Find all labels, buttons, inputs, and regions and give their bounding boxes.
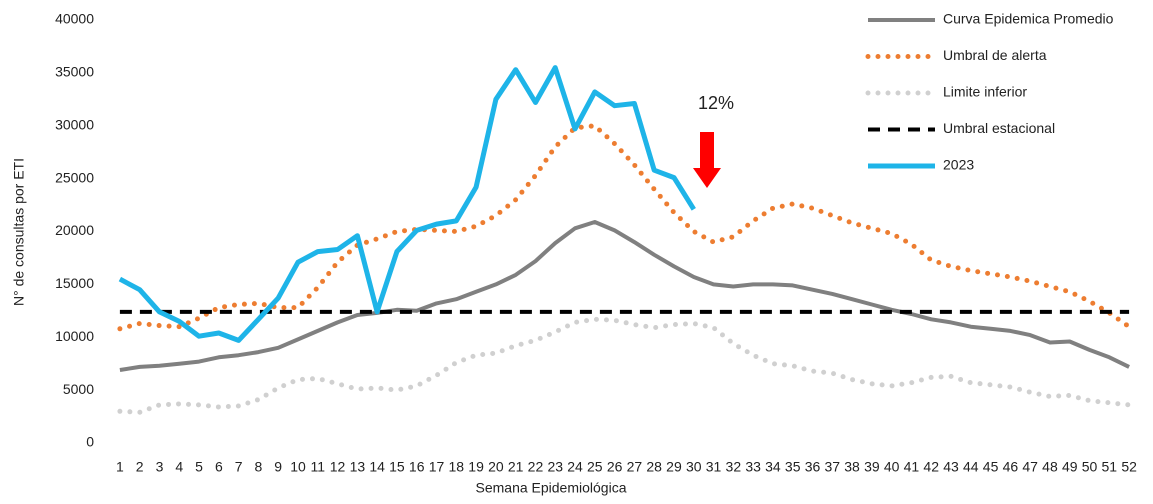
x-tick-label: 45 [983, 459, 999, 475]
x-tick-label: 3 [156, 459, 164, 475]
x-tick-label: 49 [1062, 459, 1078, 475]
arrow-shaft [700, 132, 714, 168]
x-tick-label: 28 [646, 459, 662, 475]
arrow-head [693, 168, 721, 188]
series-line [117, 123, 1132, 332]
x-tick-label: 26 [607, 459, 623, 475]
x-tick-label: 36 [805, 459, 821, 475]
x-axis-title: Semana Epidemiológica [476, 480, 627, 496]
x-tick-label: 19 [468, 459, 484, 475]
x-tick-label: 12 [330, 459, 346, 475]
y-tick-label: 0 [86, 434, 94, 450]
x-tick-label: 31 [706, 459, 722, 475]
x-tick-label: 10 [290, 459, 306, 475]
x-tick-label: 20 [488, 459, 504, 475]
x-tick-label: 22 [528, 459, 544, 475]
x-tick-label: 1 [116, 459, 124, 475]
x-tick-label: 23 [547, 459, 563, 475]
x-tick-label: 7 [235, 459, 243, 475]
x-tick-label: 46 [1003, 459, 1019, 475]
x-tick-label: 38 [844, 459, 860, 475]
legend-label: Umbral estacional [943, 120, 1055, 136]
x-tick-label: 43 [943, 459, 959, 475]
legend-label: Limite inferior [943, 84, 1027, 100]
y-tick-label: 40000 [55, 11, 94, 27]
legend-label: 2023 [943, 157, 974, 173]
x-tick-label: 15 [389, 459, 405, 475]
series-line [118, 65, 696, 343]
x-tick-label: 16 [409, 459, 425, 475]
y-tick-label: 25000 [55, 169, 94, 185]
x-tick-label: 6 [215, 459, 223, 475]
x-tick-label: 40 [884, 459, 900, 475]
x-tick-label: 13 [350, 459, 366, 475]
x-tick-label: 4 [175, 459, 183, 475]
x-tick-label: 8 [255, 459, 263, 475]
x-tick-label: 44 [963, 459, 979, 475]
x-tick-label: 37 [824, 459, 840, 475]
x-tick-label: 47 [1022, 459, 1038, 475]
annotation: 12% [698, 93, 734, 113]
x-tick-label: 51 [1102, 459, 1118, 475]
y-tick-label: 30000 [55, 116, 94, 132]
x-tick-label: 17 [429, 459, 445, 475]
x-tick-label: 52 [1121, 459, 1137, 475]
x-tick-label: 35 [785, 459, 801, 475]
x-tick-label: 2 [136, 459, 144, 475]
x-tick-label: 24 [567, 459, 583, 475]
x-tick-label: 9 [274, 459, 282, 475]
y-tick-label: 5000 [63, 381, 94, 397]
y-tick-label: 15000 [55, 275, 94, 291]
x-tick-label: 41 [904, 459, 920, 475]
arrow [693, 132, 721, 188]
x-tick-label: 18 [449, 459, 465, 475]
x-tick-label: 25 [587, 459, 603, 475]
x-tick-label: 21 [508, 459, 524, 475]
series-line [119, 220, 1130, 372]
y-tick-label: 20000 [55, 222, 94, 238]
x-tick-label: 48 [1042, 459, 1058, 475]
legend-label: Curva Epidemica Promedio [943, 11, 1114, 27]
x-tick-label: 50 [1082, 459, 1098, 475]
series-line [117, 316, 1132, 415]
x-tick-label: 14 [369, 459, 385, 475]
x-tick-label: 39 [864, 459, 880, 475]
x-tick-label: 27 [627, 459, 643, 475]
x-tick-label: 34 [765, 459, 781, 475]
y-axis-title: N° de consultas por ETI [11, 158, 27, 306]
x-tick-label: 33 [745, 459, 761, 475]
legend-label: Umbral de alerta [943, 47, 1047, 63]
y-tick-label: 35000 [55, 64, 94, 80]
x-tick-label: 30 [686, 459, 702, 475]
x-tick-label: 32 [726, 459, 742, 475]
x-tick-label: 11 [311, 459, 326, 475]
x-tick-label: 42 [923, 459, 939, 475]
x-tick-label: 29 [666, 459, 682, 475]
y-tick-label: 10000 [55, 328, 94, 344]
x-tick-label: 5 [195, 459, 203, 475]
